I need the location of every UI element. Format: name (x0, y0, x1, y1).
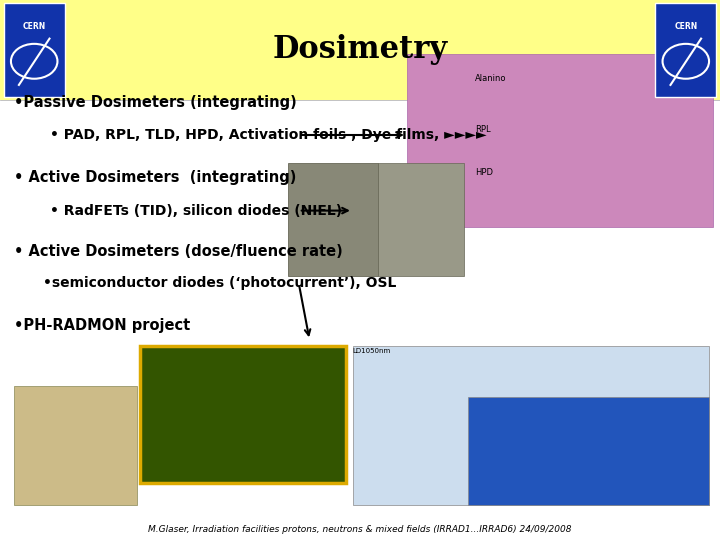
Bar (407, 54, 713, 227)
Text: • Active Dosimeters  (integrating): • Active Dosimeters (integrating) (14, 170, 297, 185)
Bar (14, 386, 137, 505)
Text: HPD: HPD (475, 168, 493, 177)
Text: LD1050nm: LD1050nm (353, 348, 391, 354)
Text: CERN: CERN (22, 22, 46, 31)
Bar (140, 346, 346, 483)
Text: • Active Dosimeters (dose/fluence rate): • Active Dosimeters (dose/fluence rate) (14, 244, 343, 259)
Bar (655, 3, 716, 97)
Text: •semiconductor diodes (‘photocurrent’), OSL: •semiconductor diodes (‘photocurrent’), … (43, 276, 397, 291)
Bar (4, 3, 65, 97)
Text: •Passive Dosimeters (integrating): •Passive Dosimeters (integrating) (14, 95, 297, 110)
Text: M.Glaser, Irradiation facilities protons, neutrons & mixed fields (IRRAD1...IRRA: M.Glaser, Irradiation facilities protons… (148, 525, 572, 534)
Text: • RadFETs (TID), silicon diodes (NIEL): • RadFETs (TID), silicon diodes (NIEL) (50, 204, 343, 218)
Text: RPL: RPL (475, 125, 491, 134)
Bar (353, 346, 709, 505)
Text: Dosimetry: Dosimetry (272, 35, 448, 65)
Bar (0, 0, 720, 100)
Bar (468, 397, 709, 505)
Bar (288, 163, 378, 276)
Text: •PH-RADMON project: •PH-RADMON project (14, 318, 191, 333)
Text: • PAD, RPL, TLD, HPD, Activation foils , Dye films, ►►►►: • PAD, RPL, TLD, HPD, Activation foils ,… (50, 128, 487, 142)
Bar (378, 163, 464, 276)
Text: CERN: CERN (674, 22, 698, 31)
Text: Alanino: Alanino (475, 74, 507, 83)
